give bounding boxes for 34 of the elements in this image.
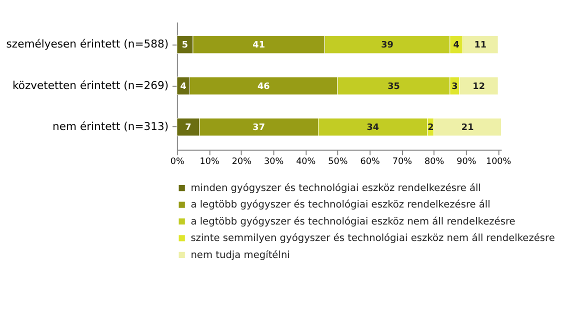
data-label: 12: [472, 82, 485, 92]
x-tick-label: 30%: [264, 156, 284, 167]
x-tick-label: 50%: [328, 156, 348, 167]
data-label: 35: [388, 82, 400, 92]
data-label: 46: [257, 82, 270, 92]
legend-label: a legtöbb gyógyszer és technológiai eszköz nem áll rendelkezésre: [190, 216, 516, 228]
x-tick-label: 0%: [170, 156, 184, 167]
data-label: 3: [452, 82, 458, 92]
legend-label: minden gyógyszer és technológiai eszköz rendelkezésre áll: [190, 183, 481, 194]
y-tick-label: nem érintett (n=313): [52, 120, 169, 134]
x-tick-label: 10%: [200, 156, 220, 167]
data-label: 2: [428, 123, 434, 134]
data-label: 5: [182, 40, 188, 51]
data-label: 4: [180, 82, 186, 92]
data-label: 21: [461, 123, 474, 134]
legend-label: szinte semmilyen gyógyszer és technológiai eszköz nem áll rendelkezésre: [190, 233, 555, 244]
x-tick-label: 60%: [360, 156, 380, 167]
data-label: 41: [252, 40, 265, 51]
x-tick-label: 80%: [424, 156, 444, 167]
legend-label: nem tudja megítélni: [190, 250, 290, 261]
legend-label: a legtöbb gyógyszer és technológiai eszköz rendelkezésre áll: [190, 200, 490, 211]
y-tick-label: közvetetten érintett (n=269): [12, 78, 169, 92]
data-label: 7: [185, 123, 192, 134]
y-tick-label: személyesen érintett (n=588): [6, 38, 169, 51]
x-tick-label: 40%: [296, 156, 316, 167]
data-label: 39: [381, 40, 394, 51]
data-label: 34: [366, 123, 379, 134]
x-tick-label: 90%: [456, 156, 476, 167]
data-label: 37: [252, 123, 265, 134]
x-tick-label: 100%: [486, 156, 512, 167]
x-tick-label: 20%: [232, 156, 252, 167]
data-label: 4: [453, 40, 460, 51]
data-label: 11: [474, 40, 487, 51]
x-tick-label: 70%: [392, 156, 412, 167]
